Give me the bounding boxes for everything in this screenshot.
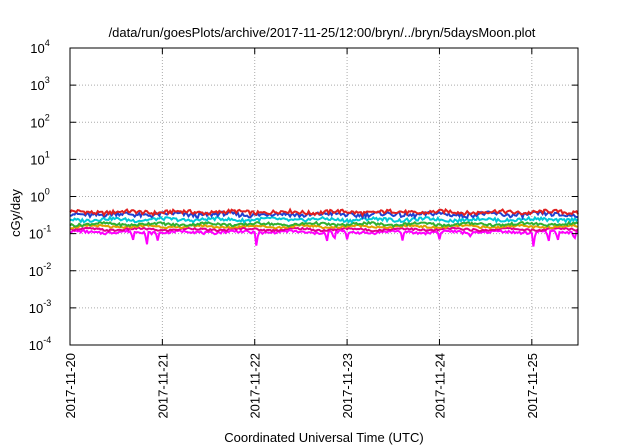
x-tick-label: 2017-11-21 <box>155 353 170 419</box>
series-line <box>69 220 579 228</box>
y-tick-label: 10-3 <box>29 298 51 316</box>
series-line <box>69 228 579 247</box>
x-tick-label: 2017-11-22 <box>248 353 263 419</box>
y-tick-label: 10-2 <box>29 261 51 279</box>
y-axis-label: cGy/day <box>8 189 23 237</box>
y-tick-label: 102 <box>30 112 49 130</box>
x-tick-label: 2017-11-24 <box>432 353 447 419</box>
series-line <box>69 207 579 218</box>
chart-title: /data/run/goesPlots/archive/2017-11-25/1… <box>109 25 536 40</box>
x-tick-label: 2017-11-25 <box>525 353 540 419</box>
y-axis: 10-4 10-3 10-2 10-1 100 101 102 103 104 <box>29 38 578 353</box>
series-line <box>69 226 579 233</box>
x-axis: 2017-11-20 2017-11-21 2017-11-22 2017-11-23… <box>63 48 540 419</box>
x-tick-label: 2017-11-23 <box>340 353 355 419</box>
y-tick-label: 100 <box>30 187 49 205</box>
y-tick-label: 104 <box>30 38 49 56</box>
x-tick-label: 2017-11-20 <box>63 353 78 419</box>
grid <box>70 48 578 345</box>
plot-frame <box>69 47 579 346</box>
x-axis-label: Coordinated Universal Time (UTC) <box>224 430 423 445</box>
y-tick-label: 10-4 <box>29 335 51 353</box>
series-line <box>69 215 579 224</box>
y-tick-label: 10-1 <box>29 224 51 242</box>
y-tick-label: 101 <box>30 149 49 167</box>
series-group <box>69 207 579 247</box>
y-tick-label: 103 <box>30 75 49 93</box>
